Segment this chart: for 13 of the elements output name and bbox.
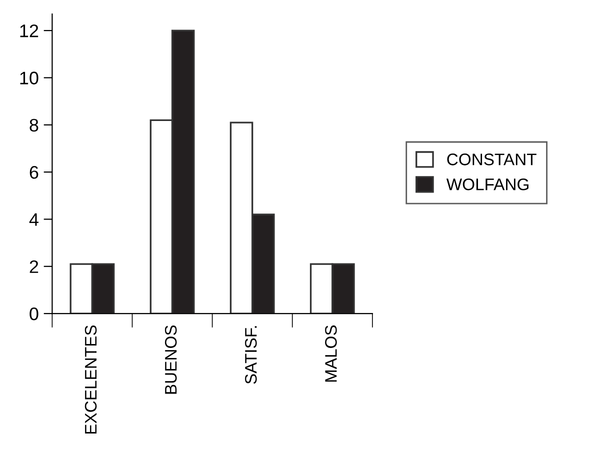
x-tick-label: BUENOS [164,325,177,394]
y-tick-label: 2 [30,260,38,273]
x-tick-label: MALOS [325,325,337,382]
legend-label: WOLFANG [446,178,528,190]
x-tick-label: EXCELENTES [84,325,97,434]
x-tick-label: SATISF. [244,326,257,384]
y-tick-label: 12 [20,24,38,38]
y-tick-label: 4 [29,213,38,226]
y-tick-label: 6 [30,166,38,179]
y-tick-label: 10 [20,72,38,84]
y-tick-label: 0 [30,307,38,320]
y-tick-label: 8 [30,118,38,132]
legend-label: CONSTANT [447,154,536,166]
